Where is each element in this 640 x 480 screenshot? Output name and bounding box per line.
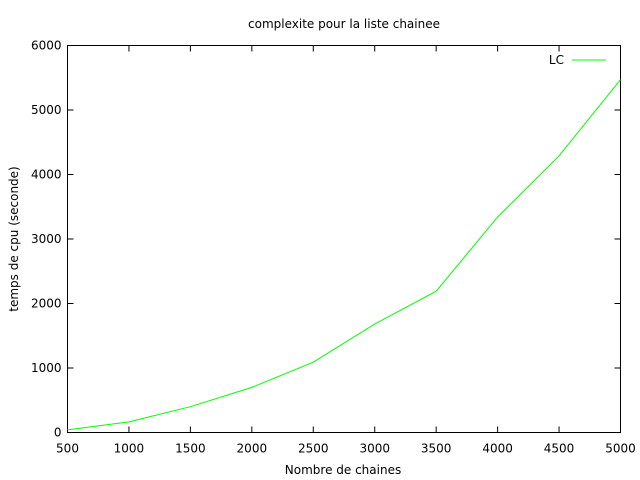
y-axis: 0 1000 2000 3000 4000 5000 6000 [31,39,621,440]
y-tick-label: 0 [54,426,62,440]
chart-title: complexite pour la liste chainee [248,17,440,31]
y-axis-label: temps de cpu (seconde) [7,166,21,311]
legend: LC [549,53,606,67]
data-point [558,155,559,156]
data-point [251,387,252,388]
y-tick-label: 2000 [31,297,62,311]
y-tick-label: 4000 [31,168,62,182]
x-tick-label: 2500 [298,442,329,456]
x-axis-label: Nombre de chaines [285,463,401,477]
x-tick-label: 500 [56,442,79,456]
x-tick-label: 2000 [237,442,268,456]
y-tick-label: 1000 [31,361,62,375]
data-point [497,216,498,217]
plot-frame [67,45,621,433]
y-tick-label: 3000 [31,232,62,246]
x-axis: 500 1000 1500 2000 2500 3000 3500 4000 4500 5000 [56,45,636,456]
x-tick-label: 5000 [605,442,636,456]
series-line-lc [67,79,621,431]
data-point [620,79,621,80]
x-tick-label: 1000 [114,442,145,456]
x-tick-label: 1500 [175,442,206,456]
data-point [313,362,314,363]
x-tick-label: 4500 [544,442,575,456]
x-tick-label: 3500 [421,442,452,456]
x-tick-label: 4000 [482,442,513,456]
legend-label: LC [549,53,564,67]
y-tick-label: 6000 [31,39,62,53]
y-tick-label: 5000 [31,103,62,117]
data-point [374,324,375,325]
data-point [190,406,191,407]
series-layer [67,79,621,431]
x-tick-label: 3000 [359,442,390,456]
data-point [67,429,68,430]
data-point [128,421,129,422]
data-point [436,291,437,292]
